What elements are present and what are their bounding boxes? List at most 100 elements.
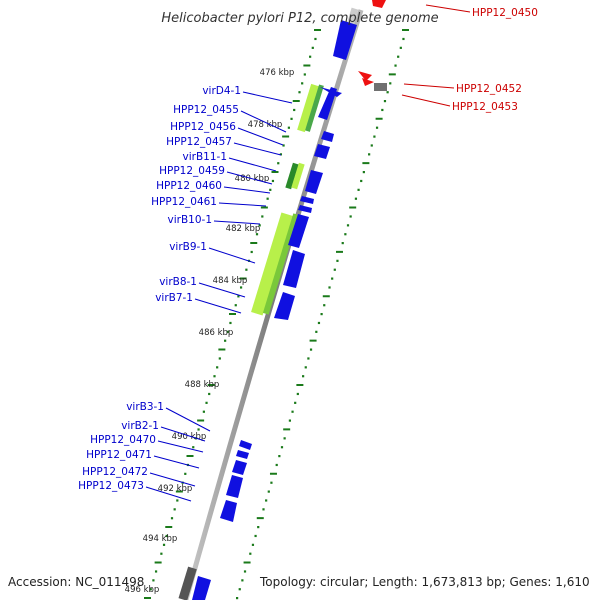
gene-label: HPP12_0461 — [151, 196, 217, 208]
gene-label: HPP12_0473 — [78, 480, 144, 492]
tick-minor — [271, 179, 275, 183]
tick-minor — [269, 188, 272, 191]
tick-minor — [290, 117, 293, 120]
tick-minor — [375, 126, 379, 129]
tick-minor — [162, 543, 166, 546]
gene-leader-line — [425, 4, 471, 13]
gene-leader-line — [160, 426, 206, 442]
tick-minor — [402, 37, 405, 41]
outer-tick-track — [236, 29, 409, 600]
tick-minor — [294, 401, 297, 404]
tick-minor — [368, 153, 371, 156]
tick-minor — [354, 197, 358, 200]
gene-label: virB8-1 — [159, 276, 197, 288]
tick-label: 478 kbp — [248, 120, 283, 130]
tick-minor — [224, 339, 227, 342]
tick-minor — [309, 348, 313, 351]
gene-leader-line — [153, 455, 200, 469]
tick-minor — [386, 91, 389, 94]
tick-minor — [258, 224, 261, 227]
gene-arrow — [239, 440, 252, 450]
tick-minor — [250, 250, 253, 254]
gene-label: HPP12_0456 — [170, 121, 236, 133]
tick-minor — [381, 108, 384, 112]
gene-label: HPP12_0459 — [159, 165, 225, 177]
tick-label: 476 kbp — [260, 68, 295, 78]
tick-minor — [265, 499, 268, 502]
tick-minor — [336, 259, 339, 262]
tick-minor — [257, 526, 260, 529]
tick-minor — [278, 455, 281, 458]
gene-arrow — [318, 87, 337, 120]
tick-minor — [301, 82, 304, 85]
tick-minor — [287, 126, 290, 129]
gene-label: HPP12_0470 — [90, 434, 156, 446]
gene-leader-line — [198, 282, 246, 298]
gene-label: HPP12_0455 — [173, 104, 239, 116]
gene-leader-line — [165, 407, 211, 432]
gene-leader-line — [213, 220, 261, 225]
tick-minor — [399, 46, 402, 49]
tick-label: 488 kbp — [185, 380, 220, 390]
tick-minor — [173, 508, 176, 511]
tick-minor — [261, 215, 264, 218]
gene-arrow — [236, 450, 249, 459]
gene-label: HPP12_0457 — [166, 136, 232, 148]
gene-arrow — [288, 214, 309, 248]
tick-minor — [394, 64, 397, 67]
gene-arrow — [333, 20, 357, 60]
tick-minor — [328, 286, 331, 289]
tick-minor — [226, 330, 229, 333]
genome-summary-text: Topology: circular; Length: 1,673,813 bp… — [260, 575, 590, 589]
tick-minor — [176, 499, 179, 502]
gene-arrow-reverse — [362, 78, 374, 86]
tick-minor — [323, 304, 326, 307]
tick-label: 486 kbp — [199, 328, 234, 338]
gene-leader-line — [401, 94, 451, 107]
tick-minor — [154, 570, 158, 573]
tick-label: 494 kbp — [143, 534, 178, 544]
tick-minor — [373, 135, 376, 138]
gray-block — [374, 83, 387, 91]
tick-minor — [149, 588, 152, 591]
tick-minor — [216, 366, 219, 369]
tick-minor — [275, 463, 278, 467]
gene-label: HPP12_0472 — [82, 466, 148, 478]
tick-minor — [333, 268, 336, 271]
tick-minor — [309, 55, 312, 58]
tick-minor — [270, 481, 273, 484]
gene-leader-line — [237, 127, 284, 146]
gene-label: virB2-1 — [121, 420, 159, 432]
gene-arrow — [226, 475, 243, 498]
accession-text: Accession: NC_011498 — [8, 575, 145, 589]
tick-minor — [298, 91, 301, 94]
gene-arrow-reverse — [358, 71, 372, 81]
tick-minor — [238, 588, 241, 591]
tick-minor — [360, 179, 363, 183]
tick-minor — [254, 534, 257, 538]
gene-leader-line — [228, 157, 277, 172]
tick-minor — [341, 242, 344, 245]
gene-arrow — [232, 460, 247, 475]
gene-label: HPP12_0471 — [86, 449, 152, 461]
gene-leader-line — [149, 472, 196, 487]
tick-minor — [279, 153, 283, 156]
tick-minor — [280, 446, 284, 449]
gene-leader-line — [194, 298, 242, 314]
gene-label: virB10-1 — [168, 214, 212, 226]
gene-arrow — [300, 196, 314, 204]
gene-label: HPP12_0460 — [156, 180, 222, 192]
gene-label: HPP12_0450 — [472, 7, 538, 19]
tick-minor — [249, 552, 252, 555]
tick-minor — [251, 543, 255, 546]
gc-block-dark — [285, 162, 299, 190]
gene-label: virB9-1 — [169, 241, 207, 253]
tick-minor — [397, 55, 400, 58]
tick-label: 492 kbp — [158, 484, 193, 494]
tick-minor — [331, 277, 334, 280]
gene-label-layer: HPP12_0450 virD4-1 HPP12_0452 HPP12_0453 HPP… — [78, 4, 538, 502]
gc-block-dark — [305, 84, 324, 132]
tick-minor — [255, 233, 259, 236]
gene-leader-line — [145, 486, 192, 502]
gene-arrow — [274, 292, 295, 320]
